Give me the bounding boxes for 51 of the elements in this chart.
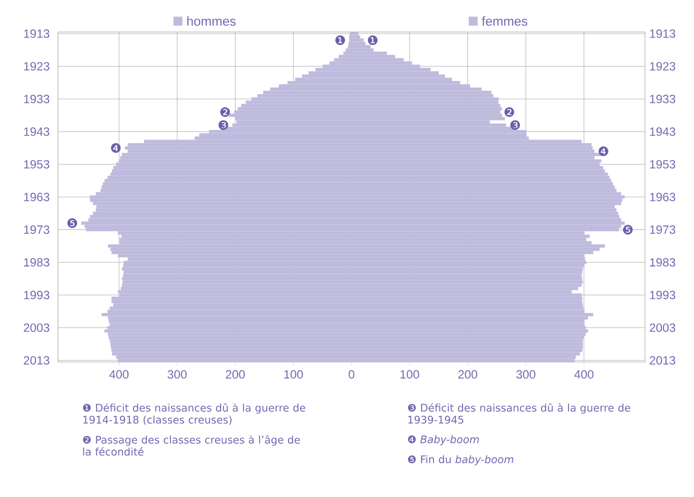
text: ❸ Déficit des naissances dû à la guerre de 1939-1945	[408, 403, 630, 424]
y2-tick-label: 1983	[650, 258, 676, 267]
y2-tick-label: 1973	[650, 225, 676, 234]
y2-tick-label: 1993	[650, 290, 676, 300]
bar	[352, 32, 358, 36]
x-tick-label: 200	[458, 370, 478, 379]
y-tick-label: 1913	[24, 29, 50, 38]
y2-tick-label: 1933	[650, 94, 676, 104]
x-tick-label: 0	[348, 370, 354, 379]
y-tick-label: 1953	[24, 160, 50, 169]
y-tick-label: 1983	[24, 258, 50, 267]
bar	[352, 45, 371, 48]
y2-tick-label: 1923	[650, 62, 676, 71]
text: ❷ Passage des classes creuses à l’âge de la fécondité	[82, 435, 300, 456]
legend-label: femmes	[482, 16, 528, 26]
y2-tick-label: 1943	[650, 127, 676, 136]
x-tick-label: 100	[284, 370, 303, 379]
y2-tick-label: 2003	[650, 323, 676, 332]
annotation: ❺	[67, 218, 78, 228]
annotation: ❷	[504, 107, 514, 117]
x-tick-label: 300	[516, 370, 536, 379]
y2-tick-label: 1963	[650, 192, 676, 202]
annotation: ❹	[598, 146, 608, 156]
annotation: ❸	[218, 120, 228, 130]
text: ❶ Déficit des naissances dû à la guerre de 1914-1918 (classes creuses)	[82, 403, 306, 425]
x-tick-label: 200	[226, 370, 245, 379]
text: ❹ Baby-boom	[408, 435, 479, 446]
bar	[352, 38, 364, 42]
y-tick-label: 1933	[24, 94, 50, 104]
annotation: ❸	[510, 120, 520, 130]
annotation: ❶	[368, 35, 378, 45]
legend-label: hommes	[187, 16, 236, 26]
y-tick-label: 1993	[24, 290, 50, 300]
x-tick-label: 400	[574, 370, 594, 379]
annotation: ❺	[623, 224, 633, 235]
annotation: ❹	[111, 143, 121, 153]
annotation: ❷	[220, 107, 230, 117]
y2-tick-label: 1913	[650, 29, 676, 38]
y-tick-label: 1943	[24, 127, 50, 136]
y-tick-label: 2013	[24, 356, 50, 365]
y-tick-label: 1973	[24, 225, 50, 234]
y2-tick-label: 1953	[650, 160, 676, 169]
y2-tick-label: 2013	[650, 356, 676, 365]
text: ❺ Fin du baby-boom	[408, 455, 514, 466]
annotation: ❶	[335, 35, 346, 45]
y-tick-label: 1923	[24, 62, 50, 71]
x-tick-label: 100	[400, 370, 420, 379]
y-tick-label: 2003	[24, 323, 50, 332]
x-tick-label: 400	[109, 370, 129, 379]
x-tick-label: 300	[168, 370, 187, 379]
y-tick-label: 1963	[24, 192, 50, 202]
